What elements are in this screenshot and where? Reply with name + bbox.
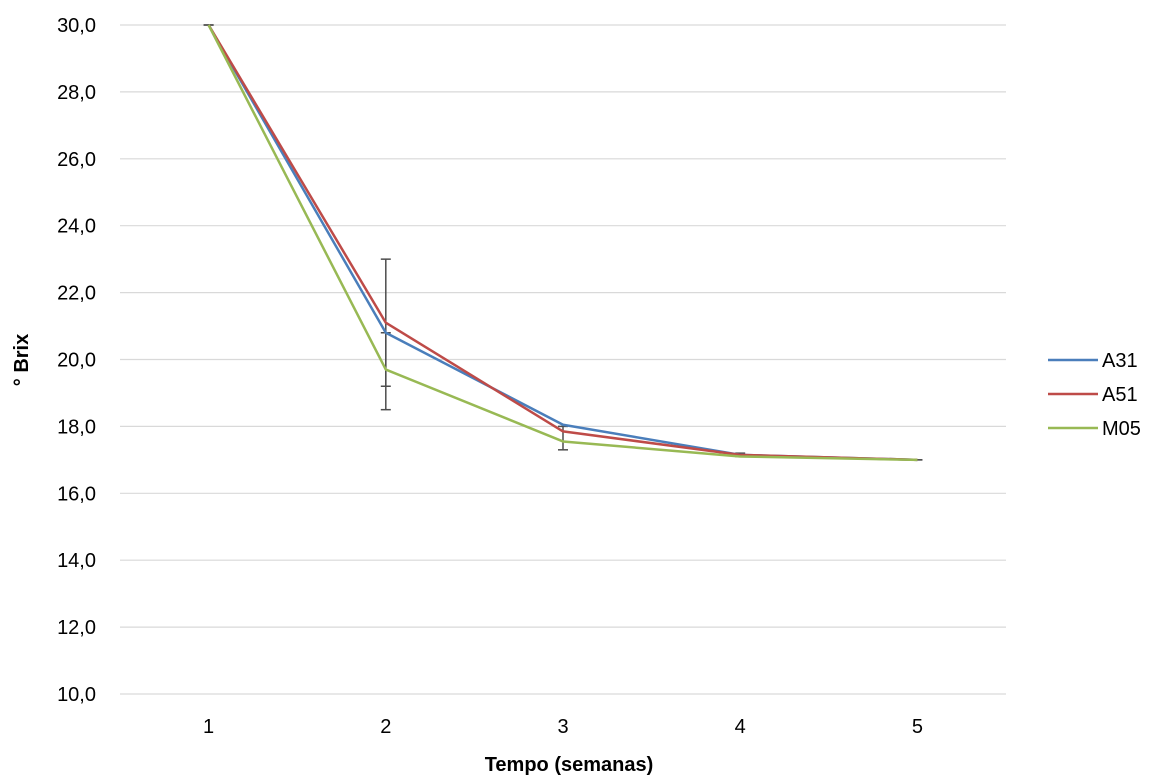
x-axis-title: Tempo (semanas)	[485, 754, 654, 776]
legend: A31 A51 M05	[1048, 350, 1141, 440]
x-tick-label: 1	[203, 716, 214, 738]
legend-label: A51	[1102, 384, 1138, 406]
y-tick-label: 30,0	[57, 15, 96, 37]
legend-item-a51: A51	[1048, 384, 1138, 406]
y-axis-title: ° Brix	[11, 334, 33, 386]
y-tick-label: 16,0	[57, 483, 96, 505]
series-lines	[207, 24, 918, 462]
y-tick-label: 22,0	[57, 283, 96, 305]
x-tick-label: 3	[557, 716, 568, 738]
series-line-m05	[207, 24, 918, 462]
y-axis-tick-labels: 10,0 12,0 14,0 16,0 18,0 20,0 22,0 24,0 26,0 28,0…	[57, 15, 96, 706]
y-tick-label: 24,0	[57, 216, 96, 238]
legend-item-m05: M05	[1048, 418, 1141, 440]
y-tick-label: 10,0	[57, 684, 96, 706]
x-tick-label: 4	[735, 716, 746, 738]
error-bars	[203, 24, 923, 461]
series-line-a31	[207, 24, 918, 462]
legend-label: A31	[1102, 350, 1138, 372]
y-tick-label: 20,0	[57, 350, 96, 372]
gridlines	[120, 24, 1006, 695]
y-tick-label: 18,0	[57, 416, 96, 438]
y-tick-label: 14,0	[57, 550, 96, 572]
y-tick-label: 26,0	[57, 149, 96, 171]
y-tick-label: 12,0	[57, 617, 96, 639]
series-line-a51	[207, 24, 918, 462]
x-tick-label: 5	[912, 716, 923, 738]
legend-label: M05	[1102, 418, 1141, 440]
y-tick-label: 28,0	[57, 82, 96, 104]
legend-item-a31: A31	[1048, 350, 1138, 372]
x-tick-label: 2	[380, 716, 391, 738]
x-axis-tick-labels: 1 2 3 4 5	[203, 716, 923, 738]
